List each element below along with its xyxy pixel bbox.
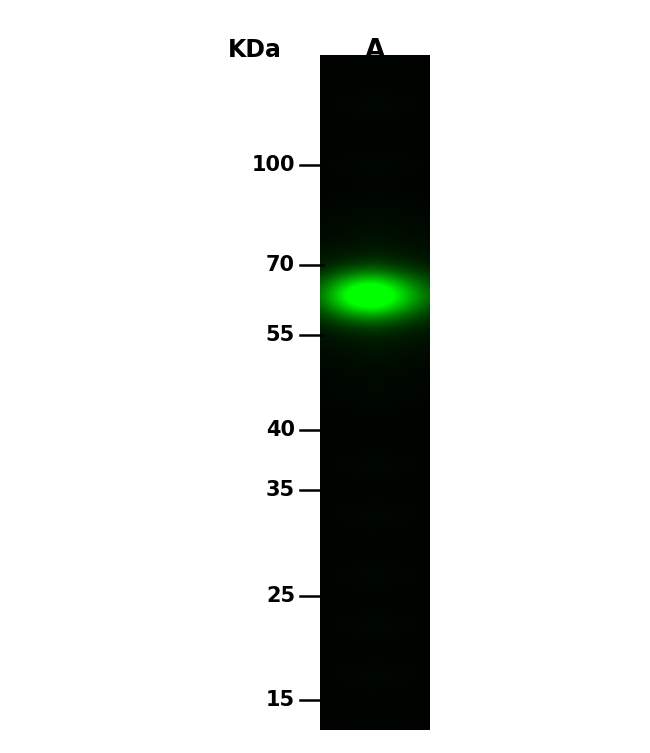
Text: 40: 40 [266, 420, 295, 440]
Text: A: A [365, 38, 385, 64]
Text: 70: 70 [266, 255, 295, 275]
Text: 100: 100 [252, 155, 295, 175]
Text: 55: 55 [266, 325, 295, 345]
Text: KDa: KDa [228, 38, 282, 62]
Text: 15: 15 [266, 690, 295, 710]
Text: 25: 25 [266, 586, 295, 606]
Text: 35: 35 [266, 480, 295, 500]
